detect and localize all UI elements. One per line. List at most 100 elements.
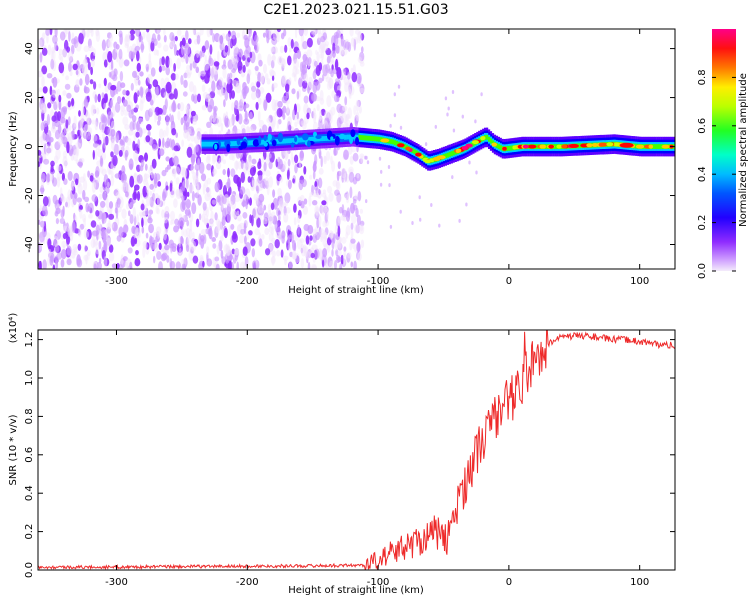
noise-blob xyxy=(271,55,276,61)
noise-blob xyxy=(115,207,119,219)
noise-blob xyxy=(124,43,129,49)
noise-blob xyxy=(357,252,362,262)
noise-blob xyxy=(320,155,323,168)
noise-blob xyxy=(301,60,307,69)
noise-blob xyxy=(89,175,94,182)
ridge-segment xyxy=(507,145,510,151)
noise-blob xyxy=(82,213,87,223)
noise-blob xyxy=(140,192,143,199)
noise-blob xyxy=(399,209,402,214)
noise-blob xyxy=(326,237,332,246)
noise-blob xyxy=(176,29,182,36)
noise-blob xyxy=(63,178,68,186)
noise-blob xyxy=(224,45,229,53)
noise-blob xyxy=(318,215,322,228)
noise-blob xyxy=(208,57,214,67)
noise-blob xyxy=(75,178,79,186)
noise-blob xyxy=(42,196,49,207)
noise-blob xyxy=(171,128,177,136)
ridge-segment xyxy=(444,153,447,159)
noise-blob xyxy=(282,113,286,120)
noise-blob xyxy=(444,96,448,101)
noise-blob xyxy=(244,235,247,245)
noise-blob xyxy=(200,229,207,236)
ridge-segment xyxy=(489,138,493,144)
noise-blob xyxy=(293,217,297,226)
noise-blob xyxy=(257,205,263,216)
noise-blob xyxy=(349,186,353,199)
noise-blob xyxy=(177,110,181,121)
noise-blob xyxy=(312,107,316,116)
noise-blob xyxy=(120,105,125,112)
noise-blob xyxy=(142,185,148,198)
noise-blob xyxy=(103,136,106,149)
ridge-segment xyxy=(203,141,206,147)
noise-blob xyxy=(186,244,190,253)
snr-y-multiplier: (x10⁴) xyxy=(8,313,19,344)
noise-blob xyxy=(196,183,200,195)
noise-blob xyxy=(243,194,247,200)
ridge-clump xyxy=(307,140,311,148)
noise-blob xyxy=(335,78,340,84)
noise-blob xyxy=(129,261,133,269)
ridge-segment xyxy=(656,144,659,149)
noise-blob xyxy=(285,83,290,93)
spectrogram-y-tick-label: 40 xyxy=(24,42,35,55)
noise-blob xyxy=(361,46,364,53)
noise-blob xyxy=(110,59,114,71)
noise-blob xyxy=(101,92,105,99)
snr-frame xyxy=(37,329,676,571)
noise-blob xyxy=(183,229,188,238)
ridge-segment xyxy=(246,140,249,146)
noise-blob xyxy=(350,67,354,74)
noise-blob xyxy=(294,253,300,264)
noise-blob xyxy=(272,82,278,89)
noise-blob xyxy=(214,181,220,193)
ridge-clump xyxy=(350,129,356,138)
noise-blob xyxy=(87,61,91,71)
ridge-peak xyxy=(561,144,568,149)
noise-blob xyxy=(231,57,237,65)
noise-blob xyxy=(356,242,361,253)
noise-blob xyxy=(270,256,276,264)
noise-blob xyxy=(66,245,72,256)
noise-blob xyxy=(102,51,108,62)
noise-blob xyxy=(194,53,200,64)
noise-blob xyxy=(95,247,100,255)
noise-blob xyxy=(191,154,195,166)
ridge-segment xyxy=(211,141,214,147)
spectrogram-x-tick-label: 100 xyxy=(630,276,649,287)
noise-blob xyxy=(267,53,272,66)
noise-blob xyxy=(313,112,317,120)
noise-blob xyxy=(242,246,248,256)
noise-blob xyxy=(322,189,327,195)
noise-blob xyxy=(319,53,323,59)
noise-blob xyxy=(311,184,314,196)
noise-blob xyxy=(309,174,313,180)
noise-blob xyxy=(353,260,357,269)
snr-x-tick-label: -300 xyxy=(105,577,128,588)
noise-blob xyxy=(186,234,191,244)
noise-blob xyxy=(430,203,433,207)
noise-blob xyxy=(251,177,255,187)
noise-blob xyxy=(86,29,90,38)
spectrogram-x-tick-label: -300 xyxy=(105,276,128,287)
noise-blob xyxy=(328,77,334,89)
ridge-segment xyxy=(364,135,367,141)
noise-blob xyxy=(148,214,152,221)
ridge-segment xyxy=(319,136,322,142)
noise-blob xyxy=(307,57,312,65)
noise-blob xyxy=(56,252,63,260)
noise-blob xyxy=(136,62,141,72)
noise-blob xyxy=(52,49,56,61)
ridge-segment xyxy=(497,144,500,149)
noise-blob xyxy=(311,263,317,269)
noise-blob xyxy=(211,171,215,177)
noise-blob xyxy=(75,69,79,76)
noise-blob xyxy=(192,60,197,69)
noise-blob xyxy=(144,203,148,212)
noise-blob xyxy=(261,156,265,164)
ridge-segment xyxy=(578,143,581,149)
noise-blob xyxy=(143,208,149,216)
noise-blob xyxy=(317,29,322,35)
